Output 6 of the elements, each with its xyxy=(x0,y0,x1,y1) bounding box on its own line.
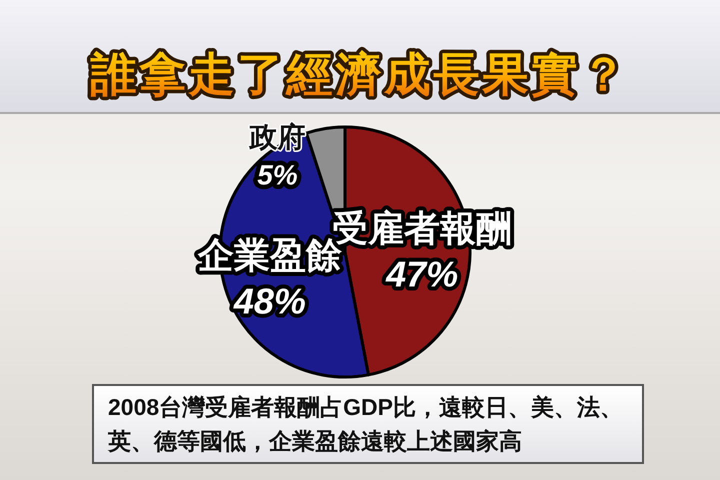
data-label: 5% xyxy=(257,160,298,191)
data-label: 48% xyxy=(232,280,306,322)
slice-label: 政府 xyxy=(248,122,306,153)
text: 2008台灣受雇者報酬占GDP比，遠較日、美、法、英、德等國低，企業盈餘遠較上述國家高 xyxy=(92,384,644,464)
data-label: 47% xyxy=(385,254,458,295)
chart-title: 誰拿走了經濟成長果實？ xyxy=(90,48,630,100)
